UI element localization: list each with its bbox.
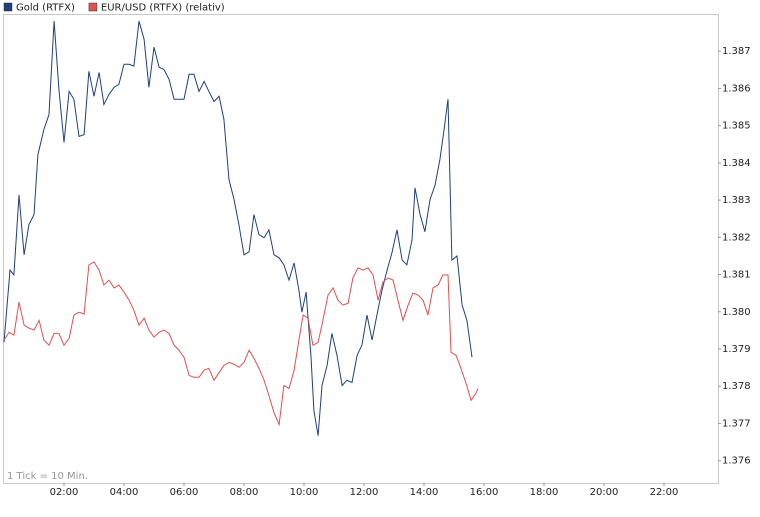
y-tick-label: 1.384 <box>722 158 751 169</box>
y-tick-label: 1.381 <box>722 270 751 281</box>
y-tick-label: 1.386 <box>722 83 751 94</box>
x-tick-label: 14:00 <box>410 487 439 498</box>
y-tick-label: 1.383 <box>722 195 751 206</box>
legend-swatch <box>3 2 13 12</box>
x-tick-label: 02:00 <box>50 487 79 498</box>
y-tick-label: 1.380 <box>722 307 751 318</box>
series-line <box>3 20 473 436</box>
plot-frame <box>3 14 719 484</box>
y-tick-label: 1.379 <box>722 344 751 355</box>
x-tick-label: 06:00 <box>170 487 199 498</box>
y-tick-label: 1.387 <box>722 46 751 57</box>
x-tick-label: 20:00 <box>590 487 619 498</box>
series-line <box>3 261 479 427</box>
x-tick-label: 10:00 <box>290 487 319 498</box>
y-tick-label: 1.378 <box>722 381 751 392</box>
tick-note: 1 Tick = 10 Min. <box>7 471 88 482</box>
y-tick-label: 1.377 <box>722 418 751 429</box>
x-tick-label: 22:00 <box>650 487 679 498</box>
y-tick-label: 1.382 <box>722 232 751 243</box>
y-tick-label: 1.385 <box>722 121 751 132</box>
y-tick-label: 1.376 <box>722 456 751 467</box>
x-tick-label: 04:00 <box>110 487 139 498</box>
legend-label: EUR/USD (RTFX) (relativ) <box>101 3 225 14</box>
x-tick-label: 18:00 <box>530 487 559 498</box>
x-tick-label: 16:00 <box>470 487 499 498</box>
legend-swatch <box>88 2 98 12</box>
x-tick-label: 08:00 <box>230 487 259 498</box>
legend-label: Gold (RTFX) <box>16 3 75 14</box>
x-tick-label: 12:00 <box>350 487 379 498</box>
